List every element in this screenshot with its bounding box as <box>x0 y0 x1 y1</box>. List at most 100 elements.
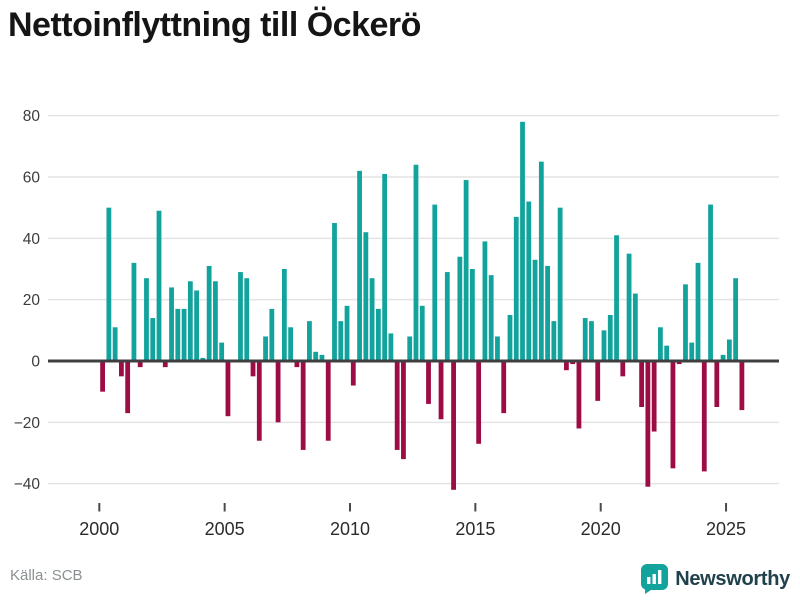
bar <box>545 265 550 361</box>
bar <box>325 361 331 441</box>
bar <box>106 207 112 361</box>
bar <box>645 361 651 487</box>
bar <box>720 354 726 361</box>
bar <box>739 361 745 411</box>
x-axis-label: 2020 <box>581 519 621 539</box>
x-axis-label: 2025 <box>706 519 746 539</box>
bar <box>419 305 425 361</box>
bar <box>626 253 632 361</box>
bar <box>363 232 369 361</box>
newsworthy-logo-icon <box>641 564 669 594</box>
bar <box>495 336 500 361</box>
bar <box>432 204 438 361</box>
bar <box>689 342 695 361</box>
bar <box>576 361 582 429</box>
bar <box>595 361 601 401</box>
bar <box>375 308 381 361</box>
bar <box>225 361 231 417</box>
bar <box>683 284 688 361</box>
y-axis-label: 0 <box>31 354 40 371</box>
bar <box>175 308 181 361</box>
bar <box>557 207 563 361</box>
bar <box>426 361 431 404</box>
bar <box>162 361 168 368</box>
bar <box>438 361 444 420</box>
y-axis-label: 40 <box>23 231 41 248</box>
bar <box>482 241 488 361</box>
newsworthy-wordmark: Newsworthy <box>675 567 790 590</box>
bar <box>670 361 676 469</box>
bar <box>664 345 670 361</box>
bar <box>401 361 406 460</box>
bar <box>632 293 638 361</box>
bar <box>275 361 281 423</box>
bar <box>413 164 419 361</box>
bar <box>463 180 469 361</box>
bar <box>150 318 156 361</box>
bar <box>488 275 494 361</box>
bar <box>589 321 594 361</box>
x-axis-label: 2010 <box>330 519 370 539</box>
bar <box>457 256 463 361</box>
bar <box>570 361 576 365</box>
bar <box>269 308 275 361</box>
bar <box>507 315 513 361</box>
bar <box>708 204 713 361</box>
bar <box>313 351 319 361</box>
bar <box>219 342 225 361</box>
bar <box>307 321 312 361</box>
bar <box>658 327 663 361</box>
y-axis-label: −40 <box>14 476 41 493</box>
bar <box>451 361 456 490</box>
bar <box>469 269 475 361</box>
bar <box>369 278 375 361</box>
bar <box>564 361 569 371</box>
bar <box>300 361 306 450</box>
bar <box>551 321 557 361</box>
bar <box>187 281 193 361</box>
bar <box>538 161 544 361</box>
bar <box>695 262 701 361</box>
bar <box>100 361 105 392</box>
bar <box>213 281 218 361</box>
bar <box>294 361 300 368</box>
bar <box>714 361 720 407</box>
y-axis-label: 60 <box>23 169 41 186</box>
bar <box>639 361 645 407</box>
bar <box>144 278 149 361</box>
bar <box>200 357 206 361</box>
bar <box>520 121 525 361</box>
bar <box>733 278 739 361</box>
bar <box>263 336 268 361</box>
newsworthy-logo[interactable]: Newsworthy <box>641 564 790 594</box>
bar <box>501 361 507 414</box>
bar <box>357 170 362 361</box>
bar <box>601 330 607 361</box>
bar <box>238 272 243 361</box>
bar <box>350 361 356 386</box>
bar <box>250 361 256 377</box>
y-axis-label: −20 <box>14 415 41 432</box>
bar <box>476 361 482 444</box>
bar <box>651 361 657 432</box>
bar <box>112 327 118 361</box>
bar <box>701 361 707 472</box>
bar <box>244 278 250 361</box>
source-label: Källa: SCB <box>10 567 83 584</box>
bar <box>407 336 413 361</box>
bar <box>332 223 337 361</box>
bar <box>169 287 174 361</box>
bar <box>726 339 732 361</box>
bar <box>620 361 626 377</box>
bar <box>444 272 450 361</box>
y-axis-label: 80 <box>23 108 41 125</box>
x-axis-label: 2015 <box>455 519 495 539</box>
bar <box>137 361 143 368</box>
bar <box>513 216 519 361</box>
bar <box>394 361 400 450</box>
bar <box>388 333 394 361</box>
bar <box>131 262 137 361</box>
bar <box>614 235 619 361</box>
bar <box>156 210 162 361</box>
